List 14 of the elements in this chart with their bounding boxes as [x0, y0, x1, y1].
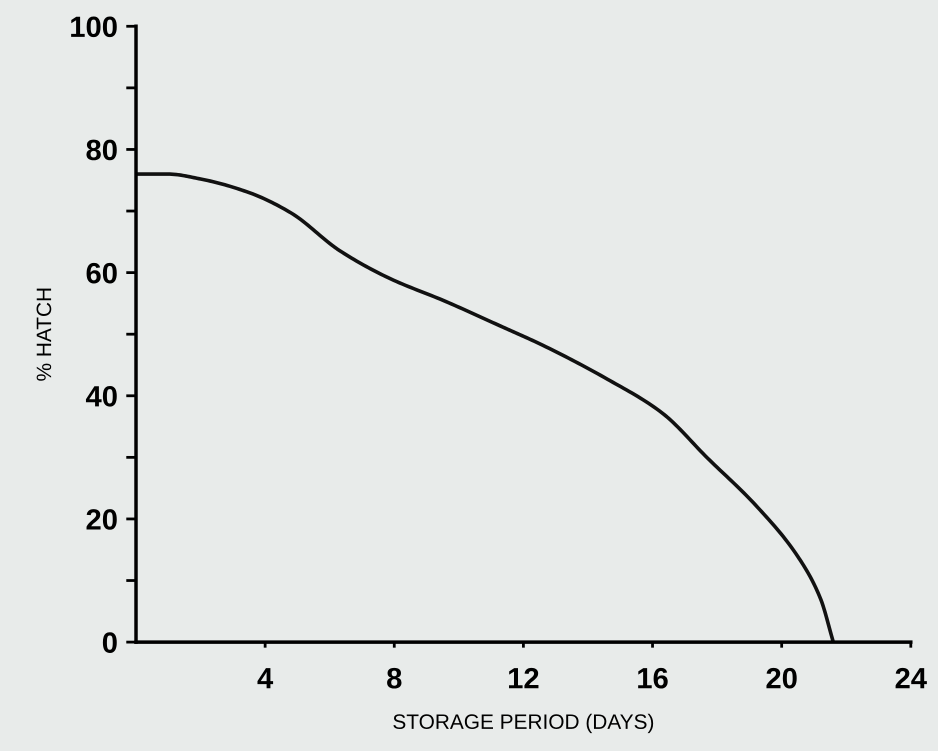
y-tick-label: 60	[86, 262, 117, 284]
x-tick-label: 24	[896, 668, 927, 688]
x-tick-label: 8	[387, 668, 402, 689]
x-axis-title: STORAGE PERIOD (DAYS)	[393, 714, 654, 734]
y-tick-label: 80	[86, 140, 117, 160]
y-tick-label: 40	[86, 386, 117, 407]
y-axis-title: % HATCH	[36, 288, 52, 381]
x-tick-label: 20	[766, 668, 797, 689]
y-tick-label: 100	[71, 16, 117, 38]
x-tick-label: 16	[638, 668, 668, 689]
x-tick-label: 12	[509, 668, 538, 688]
y-tick-label: 20	[86, 509, 117, 530]
x-tick-label: 4	[257, 668, 274, 688]
y-tick-label: 0	[102, 632, 117, 653]
